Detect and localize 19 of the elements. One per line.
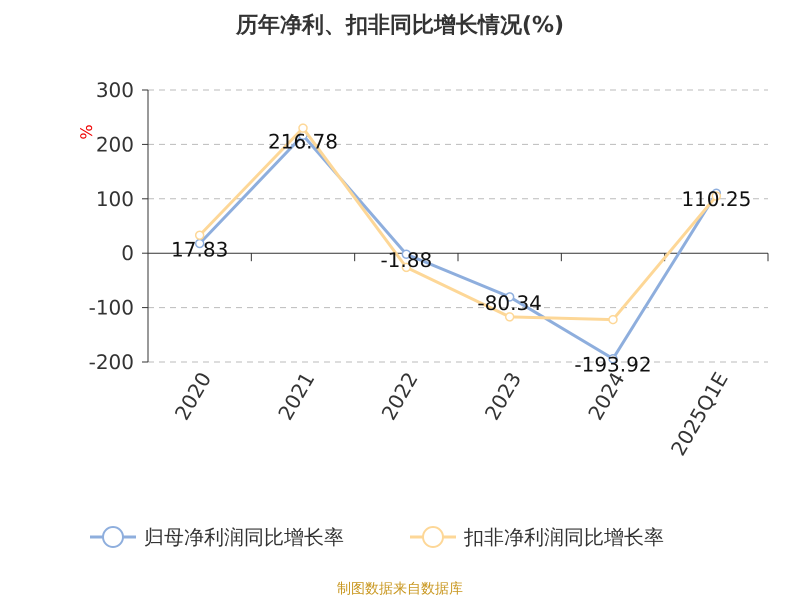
y-tick-label: -100 bbox=[88, 296, 134, 320]
y-axis-title: % bbox=[77, 124, 96, 140]
legend-label: 归母净利润同比增长率 bbox=[144, 525, 344, 549]
point bbox=[298, 123, 308, 133]
point bbox=[608, 314, 618, 324]
legend-label: 扣非净利润同比增长率 bbox=[463, 525, 664, 549]
point bbox=[504, 312, 514, 322]
y-tick-label: 100 bbox=[96, 186, 134, 211]
text: 制图数据来自数据库 bbox=[337, 581, 463, 597]
data-label: -80.34 bbox=[477, 290, 542, 315]
y-tick-label: 300 bbox=[96, 78, 134, 102]
point bbox=[194, 230, 204, 240]
y-tick-label: 0 bbox=[121, 241, 134, 266]
chart-title: 历年净利、扣非同比增长情况(%) bbox=[234, 13, 564, 38]
data-label: 216.78 bbox=[268, 129, 338, 154]
y-tick-label: 200 bbox=[96, 132, 134, 156]
data-label: -1.88 bbox=[380, 248, 432, 272]
data-label: 110.25 bbox=[681, 187, 752, 212]
y-tick-label: -200 bbox=[88, 350, 134, 374]
